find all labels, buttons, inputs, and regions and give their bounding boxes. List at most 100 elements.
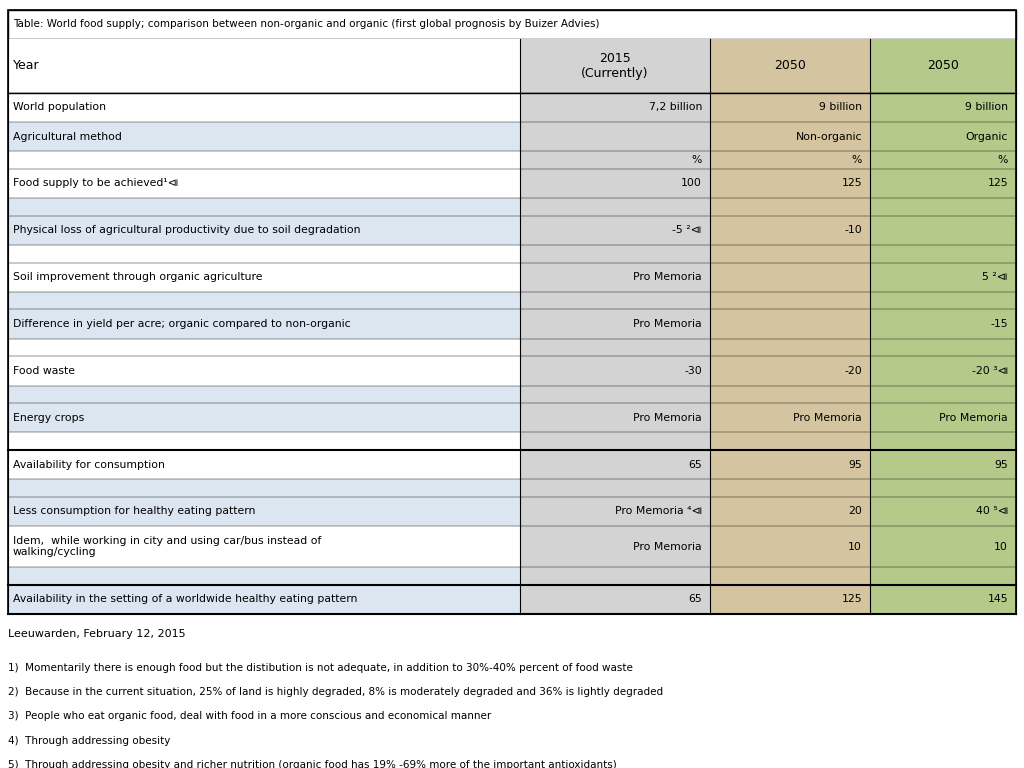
Bar [520, 479, 710, 497]
Bar [710, 292, 870, 310]
Bar [870, 310, 1016, 339]
Bar [710, 263, 870, 292]
Bar [870, 216, 1016, 245]
Bar [8, 386, 520, 403]
Bar [710, 584, 870, 614]
Bar [870, 479, 1016, 497]
Bar [710, 151, 870, 169]
Text: 2050: 2050 [774, 59, 806, 72]
Text: Food supply to be achieved¹⧏: Food supply to be achieved¹⧏ [13, 178, 178, 188]
Text: 4)  Through addressing obesity: 4) Through addressing obesity [8, 736, 170, 746]
Text: Organic: Organic [966, 131, 1008, 141]
Bar [520, 403, 710, 432]
Bar [520, 567, 710, 584]
Text: 2050: 2050 [927, 59, 958, 72]
Bar [870, 245, 1016, 263]
Bar [870, 403, 1016, 432]
Bar [710, 356, 870, 386]
Bar [8, 584, 520, 614]
Text: 100: 100 [681, 178, 702, 188]
Bar [710, 216, 870, 245]
Bar [870, 122, 1016, 151]
Text: 125: 125 [987, 178, 1008, 188]
Bar [710, 339, 870, 356]
Bar [710, 310, 870, 339]
Text: Physical loss of agricultural productivity due to soil degradation: Physical loss of agricultural productivi… [13, 225, 360, 235]
Bar [710, 386, 870, 403]
Text: 1)  Momentarily there is enough food but the distibution is not adequate, in add: 1) Momentarily there is enough food but … [8, 663, 633, 673]
Bar [520, 310, 710, 339]
Text: %: % [997, 155, 1008, 165]
Bar [870, 497, 1016, 526]
Bar [8, 292, 520, 310]
Bar [710, 403, 870, 432]
Bar [520, 151, 710, 169]
Text: 5)  Through addressing obesity and richer nutrition (organic food has 19% -69% m: 5) Through addressing obesity and richer… [8, 760, 616, 768]
Bar [8, 39, 520, 93]
Bar [520, 245, 710, 263]
Bar [8, 216, 520, 245]
Bar [520, 432, 710, 450]
Text: -30: -30 [684, 366, 702, 376]
Bar [870, 567, 1016, 584]
Text: Idem,  while working in city and using car/bus instead of
walking/cycling: Idem, while working in city and using ca… [13, 536, 322, 558]
Bar [8, 356, 520, 386]
Bar [8, 339, 520, 356]
Text: Energy crops: Energy crops [13, 412, 84, 422]
Text: 125: 125 [842, 594, 862, 604]
Text: 9 billion: 9 billion [819, 102, 862, 112]
Bar [870, 339, 1016, 356]
Bar [520, 526, 710, 567]
Text: -5 ²⧏: -5 ²⧏ [673, 225, 702, 235]
Bar [8, 93, 520, 122]
Bar [710, 93, 870, 122]
Text: World population: World population [13, 102, 106, 112]
Bar [710, 567, 870, 584]
Bar [870, 292, 1016, 310]
Bar [520, 339, 710, 356]
Text: 145: 145 [987, 594, 1008, 604]
Bar [710, 169, 870, 198]
Text: Pro Memoria: Pro Memoria [634, 272, 702, 282]
Bar [520, 386, 710, 403]
Bar [8, 403, 520, 432]
Bar [870, 169, 1016, 198]
Text: 125: 125 [842, 178, 862, 188]
Text: 95: 95 [848, 459, 862, 469]
Text: 40 ⁵⧏: 40 ⁵⧏ [976, 506, 1008, 516]
Bar [520, 356, 710, 386]
Text: -20: -20 [844, 366, 862, 376]
Bar [870, 386, 1016, 403]
Bar [520, 497, 710, 526]
Text: %: % [852, 155, 862, 165]
Text: Non-organic: Non-organic [796, 131, 862, 141]
Text: 2015
(Currently): 2015 (Currently) [582, 52, 649, 80]
Bar [870, 39, 1016, 93]
Text: Pro Memoria: Pro Memoria [634, 541, 702, 551]
Text: Food waste: Food waste [13, 366, 75, 376]
Bar [8, 10, 1016, 614]
Text: 2)  Because in the current situation, 25% of land is highly degraded, 8% is mode: 2) Because in the current situation, 25%… [8, 687, 664, 697]
Bar [520, 93, 710, 122]
Bar [8, 432, 520, 450]
Bar [520, 39, 710, 93]
Bar [8, 122, 520, 151]
Text: Agricultural method: Agricultural method [13, 131, 122, 141]
Text: 65: 65 [688, 594, 702, 604]
Text: Pro Memoria ⁴⧏: Pro Memoria ⁴⧏ [614, 506, 702, 516]
Bar [870, 450, 1016, 479]
Bar [8, 245, 520, 263]
Bar [520, 169, 710, 198]
Text: Leeuwarden, February 12, 2015: Leeuwarden, February 12, 2015 [8, 628, 185, 638]
Text: 95: 95 [994, 459, 1008, 469]
Text: -20 ³⧏: -20 ³⧏ [972, 366, 1008, 376]
Bar [710, 479, 870, 497]
Text: Availability for consumption: Availability for consumption [13, 459, 165, 469]
Bar [8, 169, 520, 198]
Bar [870, 198, 1016, 216]
Text: 10: 10 [994, 541, 1008, 551]
Text: -10: -10 [844, 225, 862, 235]
Text: Pro Memoria: Pro Memoria [939, 412, 1008, 422]
Bar [710, 245, 870, 263]
Bar [710, 497, 870, 526]
